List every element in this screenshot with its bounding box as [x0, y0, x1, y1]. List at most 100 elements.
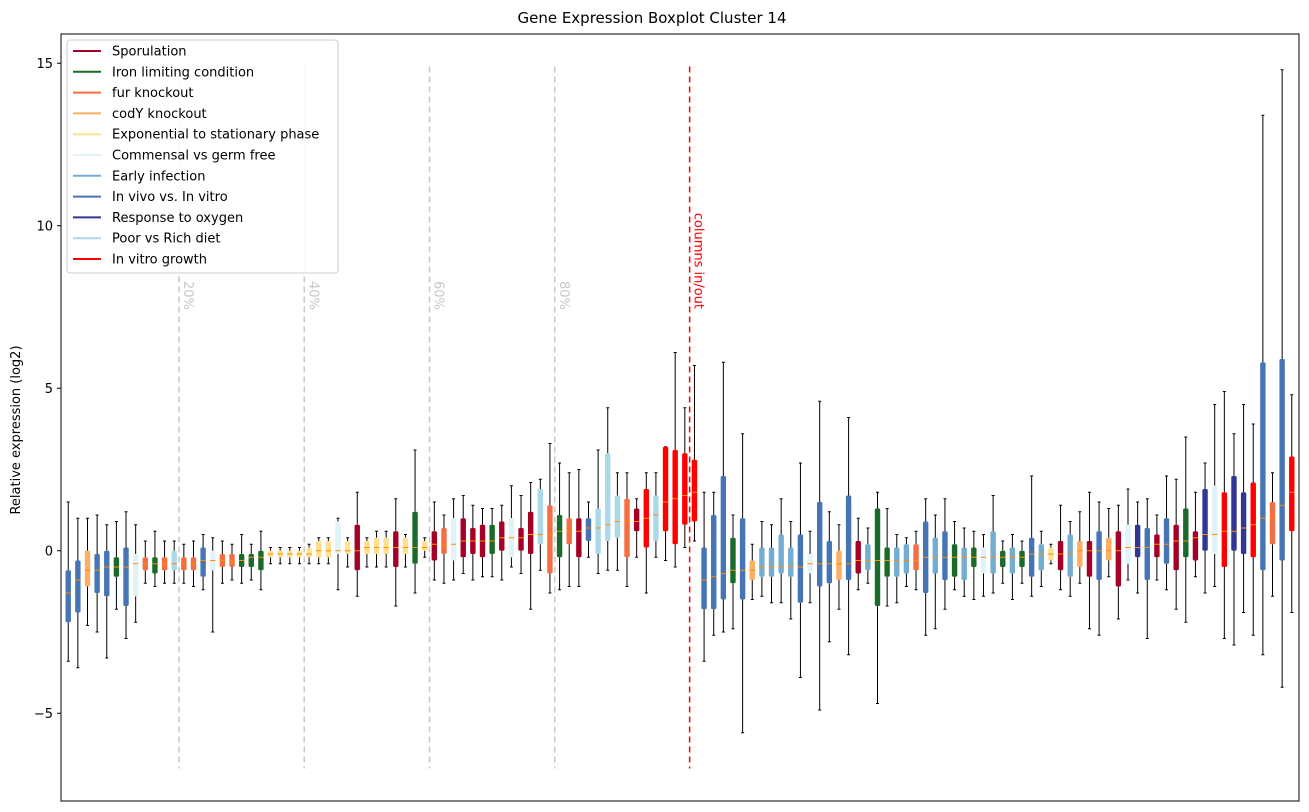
box-body [393, 531, 399, 567]
box-body [171, 550, 177, 571]
box-body [1202, 489, 1208, 551]
box-item [1000, 540, 1006, 584]
box-body [421, 541, 428, 551]
box-body [258, 550, 264, 571]
chart-title: Gene Expression Boxplot Cluster 14 [517, 9, 786, 27]
box-item [855, 517, 861, 591]
legend-box [66, 39, 339, 274]
box-body [1086, 541, 1093, 577]
box-item [161, 540, 168, 584]
box-body [1038, 544, 1044, 571]
box-item [537, 478, 544, 571]
box-body [1067, 534, 1073, 577]
box-item [479, 508, 486, 578]
box-body [1115, 531, 1122, 587]
box-item [903, 537, 910, 587]
plot-frame [60, 33, 1300, 802]
box-body [306, 547, 312, 558]
box-item [306, 543, 312, 565]
box-item [768, 524, 775, 604]
legend-label: codY knockout [112, 107, 207, 122]
box-item [421, 537, 428, 558]
box-body [1144, 528, 1150, 580]
box-item [845, 417, 852, 656]
box-item [181, 543, 187, 584]
box-body [412, 511, 418, 564]
box-body [1106, 537, 1112, 561]
box-item [682, 407, 688, 548]
box-body [1221, 492, 1228, 567]
legend-item: Commensal vs germ free [73, 149, 275, 164]
box-item [200, 534, 206, 591]
box-item [1173, 478, 1179, 610]
legend-item: Iron limiting condition [73, 65, 254, 80]
box-item [1028, 475, 1035, 597]
box-body [682, 453, 688, 525]
box-item [75, 517, 81, 669]
box-body [152, 557, 158, 574]
box-body [441, 528, 447, 554]
box-body [913, 544, 919, 571]
box-body [1173, 524, 1179, 571]
box-item [1202, 462, 1208, 594]
box-body [633, 508, 640, 532]
box-body [701, 547, 707, 610]
box-item [711, 491, 717, 636]
box-body [1154, 534, 1160, 558]
box-item [94, 514, 100, 633]
box-item [1134, 501, 1141, 594]
box-body [354, 524, 360, 571]
box-item [142, 540, 148, 584]
box-item [335, 517, 341, 591]
box-body [951, 544, 958, 577]
legend-item: Poor vs Rich diet [73, 232, 220, 247]
box-body [1250, 482, 1256, 558]
box-body [123, 547, 129, 606]
box-item [1269, 472, 1276, 597]
box-body [624, 498, 630, 558]
box-item [344, 537, 351, 568]
box-item [1125, 488, 1131, 581]
legend-item: codY knockout [73, 107, 207, 122]
box-item [1279, 69, 1285, 688]
box-item [1212, 404, 1218, 587]
box-body [884, 547, 890, 577]
box-item [441, 514, 447, 584]
legend-label: fur knockout [112, 86, 194, 101]
box-body [894, 547, 900, 577]
legend-label: Exponential to stationary phase [112, 128, 319, 143]
box-body [739, 518, 746, 600]
box-item [325, 537, 332, 565]
box-item [971, 530, 977, 600]
box-body [865, 544, 871, 571]
box-body [1125, 524, 1131, 564]
box-body [450, 518, 457, 561]
legend-label: Sporulation [112, 45, 187, 60]
box-item [865, 527, 871, 584]
box-body [84, 550, 91, 587]
y-tick-label: −5 [34, 707, 53, 722]
box-item [354, 491, 360, 597]
legend-item: fur knockout [73, 86, 194, 101]
box-item [412, 449, 418, 594]
box-body [768, 547, 775, 577]
box-item [605, 407, 611, 571]
box-body [720, 476, 727, 600]
box-item [633, 498, 640, 558]
box-body [730, 537, 736, 584]
box-item [527, 482, 534, 610]
box-item [836, 524, 842, 610]
box-item [113, 521, 120, 610]
box-body [1279, 359, 1285, 561]
box-body [1240, 492, 1247, 554]
box-item [576, 469, 582, 587]
box-body [325, 541, 332, 558]
box-body [373, 537, 380, 554]
box-item [460, 495, 466, 574]
box-body [1289, 456, 1295, 532]
box-body [460, 518, 466, 558]
box-item [364, 537, 370, 568]
box-item [1096, 501, 1102, 636]
box-body [662, 446, 669, 532]
box-body [653, 495, 659, 541]
